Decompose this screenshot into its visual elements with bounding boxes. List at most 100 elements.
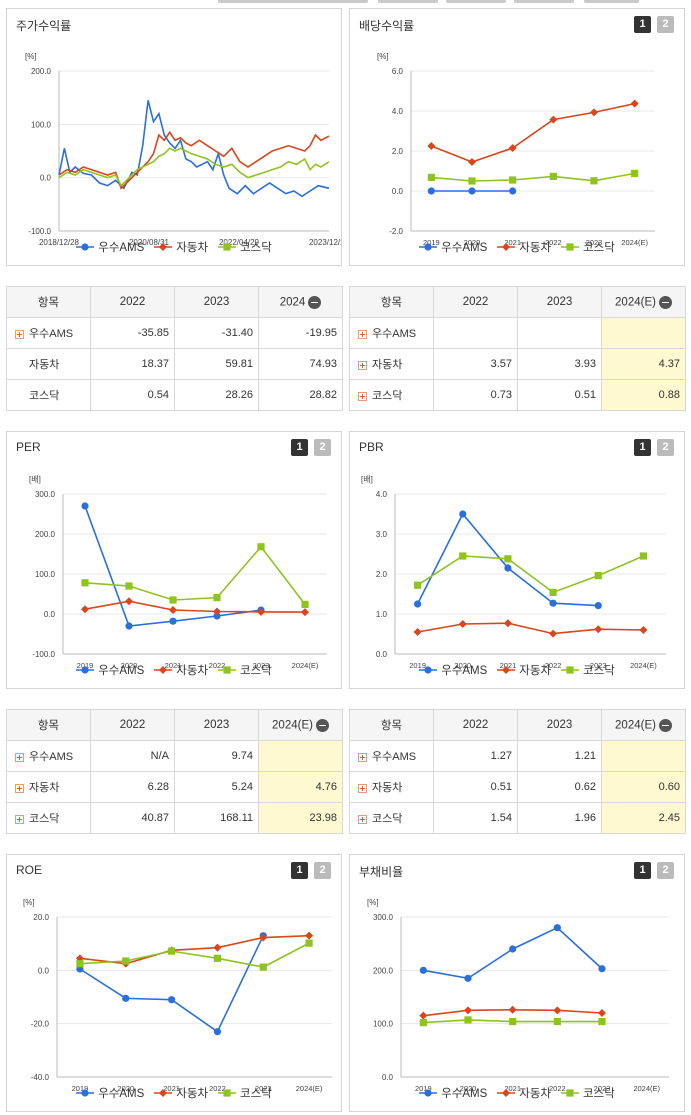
chart-option-2-button[interactable]: 2 [314, 439, 331, 456]
returns-table: 항목 2022 2023 2024 우수AMS -35.85 -31.40 -19.95 자동차… [6, 286, 343, 411]
legend-item-usu[interactable]: 우수AMS [76, 662, 144, 678]
data-point-usu [125, 622, 133, 630]
panel-title: PBR [359, 440, 384, 454]
row-label[interactable]: 코스닥 [6, 802, 91, 834]
stock-return-panel: 주가수익률 [%] 200.0 100.0 0.0 -100.0 2018/12/28 202… [6, 8, 342, 266]
expand-plus-icon[interactable] [15, 814, 24, 824]
column-header: 항목 [349, 286, 434, 318]
legend-item-kosdaq[interactable]: 코스닥 [561, 239, 615, 255]
y-tick-label: 0.0 [40, 174, 52, 183]
table-cell: 74.93 [258, 348, 343, 380]
table-row: 우수AMS N/A 9.74 [6, 740, 343, 772]
legend-swatch-icon [561, 243, 580, 251]
legend-label: 코스닥 [583, 665, 615, 677]
y-tick-label: -20.0 [31, 1020, 50, 1029]
legend-item-kosdaq[interactable]: 코스닥 [218, 239, 272, 255]
collapse-minus-icon[interactable] [658, 718, 672, 732]
collapse-minus-icon[interactable] [315, 718, 329, 732]
legend-item-usu[interactable]: 우수AMS [419, 239, 487, 255]
data-point-usu [509, 187, 517, 195]
data-point-auto [427, 142, 436, 150]
legend-item-usu[interactable]: 우수AMS [76, 239, 144, 255]
legend-label: 우수AMS [98, 242, 145, 254]
legend-item-auto[interactable]: 자동차 [154, 239, 208, 255]
row-label[interactable]: 우수AMS [349, 740, 434, 772]
row-label[interactable]: 자동차 [6, 771, 91, 803]
legend-item-auto[interactable]: 자동차 [154, 1085, 208, 1101]
chart-option-2-button[interactable]: 2 [314, 862, 331, 879]
row-label[interactable]: 코스닥 [349, 802, 434, 834]
data-point-usu [504, 564, 512, 572]
column-header: 2023 [517, 286, 602, 318]
legend-item-usu[interactable]: 우수AMS [419, 662, 487, 678]
series-line-usu [58, 100, 330, 198]
expand-plus-icon[interactable] [358, 752, 367, 762]
legend-item-kosdaq[interactable]: 코스닥 [561, 662, 615, 678]
x-tick-label: 2020 [117, 1084, 134, 1093]
legend-item-usu[interactable]: 우수AMS [419, 1085, 487, 1101]
row-label[interactable]: 자동차 [349, 348, 434, 380]
legend-item-kosdaq[interactable]: 코스닥 [218, 1085, 272, 1101]
y-tick-label: -40.0 [31, 1073, 50, 1082]
data-point-usu [598, 965, 606, 973]
chart-option-1-button[interactable]: 1 [291, 862, 308, 879]
expand-plus-icon[interactable] [358, 391, 367, 401]
legend-item-auto[interactable]: 자동차 [497, 662, 551, 678]
x-tick-label: 2023 [255, 1084, 272, 1093]
legend-item-auto[interactable]: 자동차 [497, 239, 551, 255]
chart-option-2-button[interactable]: 2 [657, 439, 674, 456]
data-point-usu [553, 924, 561, 932]
row-label[interactable]: 우수AMS [6, 317, 91, 349]
y-tick-label: 3.0 [376, 530, 388, 539]
x-tick-label: 2023 [253, 661, 270, 670]
legend-swatch-icon [561, 666, 580, 674]
data-point-auto [81, 605, 89, 614]
legend-item-auto[interactable]: 자동차 [497, 1085, 551, 1101]
chart-option-1-button[interactable]: 1 [291, 439, 308, 456]
series-line-kosdaq [58, 147, 330, 188]
expand-plus-icon[interactable] [15, 783, 24, 793]
column-header: 2023 [174, 286, 259, 318]
row-label[interactable]: 우수AMS [349, 317, 434, 349]
data-point-auto [553, 1006, 562, 1015]
collapse-minus-icon[interactable] [658, 295, 672, 309]
panel-title: ROE [16, 863, 43, 877]
legend-label: 코스닥 [240, 1088, 272, 1100]
x-tick-label: 2022 [209, 1084, 226, 1093]
chart-option-1-button[interactable]: 1 [634, 16, 651, 33]
data-point-auto [419, 1011, 428, 1020]
row-label: 자동차 [6, 348, 91, 380]
chart-option-2-button[interactable]: 2 [657, 862, 674, 879]
row-label[interactable]: 자동차 [349, 771, 434, 803]
chart-option-1-button[interactable]: 1 [634, 439, 651, 456]
legend-item-auto[interactable]: 자동차 [154, 662, 208, 678]
series-line-auto [79, 934, 310, 965]
expand-plus-icon[interactable] [358, 360, 367, 370]
table-cell [601, 740, 686, 772]
x-tick-label: 2022 [549, 1084, 566, 1093]
table-cell: 0.51 [517, 379, 602, 411]
data-point-kosdaq [459, 552, 467, 560]
data-point-auto [259, 933, 268, 942]
chart-option-1-button[interactable]: 1 [634, 862, 651, 879]
expand-plus-icon[interactable] [358, 814, 367, 824]
y-tick-label: -100.0 [32, 650, 55, 659]
expand-plus-icon[interactable] [15, 752, 24, 762]
data-point-kosdaq [413, 581, 422, 589]
chart-option-2-button[interactable]: 2 [657, 16, 674, 33]
y-tick-label: 100.0 [373, 1020, 394, 1029]
collapse-minus-icon[interactable] [308, 295, 322, 309]
data-point-auto [639, 626, 648, 634]
expand-plus-icon[interactable] [15, 329, 24, 339]
legend-item-kosdaq[interactable]: 코스닥 [218, 662, 272, 678]
table-cell: 3.57 [433, 348, 518, 380]
legend-item-usu[interactable]: 우수AMS [76, 1085, 144, 1101]
unit-label: [배] [361, 475, 373, 484]
expand-plus-icon[interactable] [358, 783, 367, 793]
table-row: 자동차 3.57 3.93 4.37 [349, 348, 686, 380]
row-label[interactable]: 코스닥 [349, 379, 434, 411]
expand-plus-icon[interactable] [358, 329, 367, 339]
data-point-auto [413, 628, 422, 636]
row-label[interactable]: 우수AMS [6, 740, 91, 772]
legend-item-kosdaq[interactable]: 코스닥 [561, 1085, 615, 1101]
